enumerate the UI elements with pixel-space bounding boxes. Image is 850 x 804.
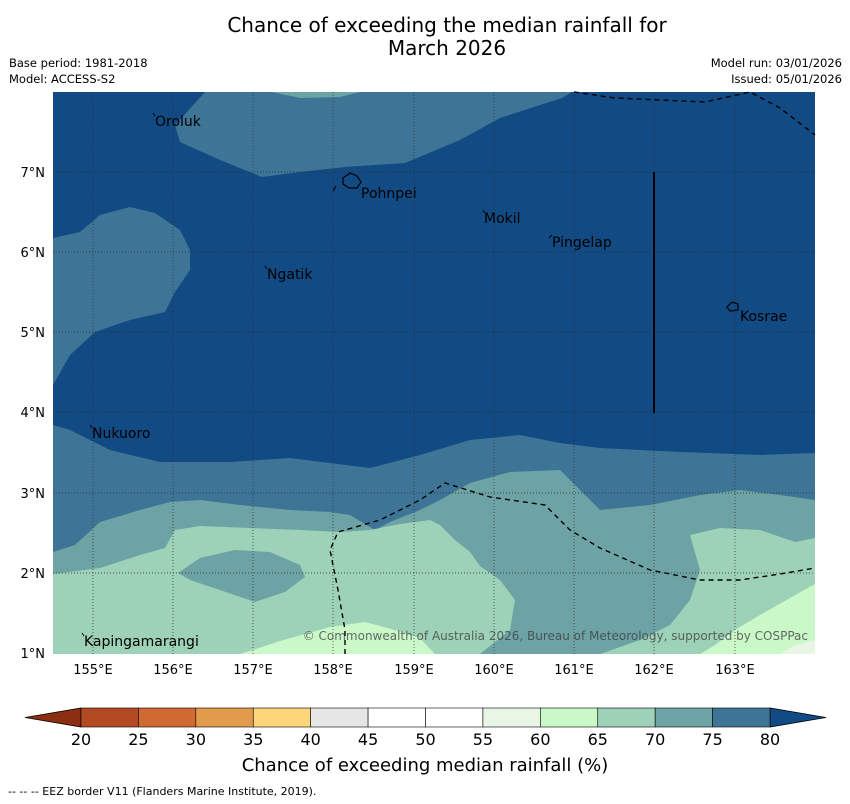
lon-label: 161°E [554,663,594,678]
colorbar-swatch [80,707,139,728]
place-label: Nukuoro [92,426,150,442]
lat-label: 3°N [21,487,46,502]
lat-label: 7°N [21,166,46,181]
place-label: Kosrae [740,309,787,325]
colorbar-swatch [252,707,311,728]
graticule [53,92,815,654]
pohnpei-islet-icon [332,185,337,192]
region-75-west [53,207,190,385]
lon-label: 159°E [394,663,434,678]
model-name: Model: ACCESS-S2 [9,72,116,86]
colorbar-swatch [597,707,656,728]
atoll-markers [81,112,553,637]
colorbar-tick-label: 60 [530,730,550,749]
run-info: Model run: 03/01/2026 Issued: 05/01/2026 [711,55,842,87]
lat-label: 2°N [21,567,46,582]
colorbar-tick-label: 80 [760,730,780,749]
region-75-north [175,92,572,177]
place-label: Ngatik [267,267,313,283]
place-label: Oroluk [155,114,202,130]
colorbar-tick-label: 45 [358,730,378,749]
colorbar-swatch [310,707,369,728]
lon-label: 156°E [153,663,193,678]
lon-label: 160°E [474,663,514,678]
colorbar-swatch [367,707,426,728]
colorbar-swatch [654,707,713,728]
colorbar-tick-label: 35 [243,730,263,749]
lat-label: 5°N [21,326,46,341]
colorbar-tick-label: 40 [300,730,320,749]
lat-label: 1°N [21,647,46,662]
colorbar-swatch [195,707,254,728]
colorbar-tick-label: 20 [71,730,91,749]
issued-date: Issued: 05/01/2026 [731,72,842,86]
colorbar-tick-label: 25 [128,730,148,749]
place-label: Kapingamarangi [84,634,199,650]
lat-label: 6°N [21,246,46,261]
region-60-east [700,584,815,654]
region-60 [240,622,435,654]
lon-label: 158°E [313,663,353,678]
base-period: Base period: 1981-2018 [9,56,148,70]
region-70-north [272,92,360,98]
model-run: Model run: 03/01/2026 [710,56,842,70]
colorbar-tick-label: 70 [645,730,665,749]
colorbar: 20 25 30 35 40 45 50 55 60 65 70 75 80 [24,707,827,749]
colorbar-swatch [138,707,197,728]
title-line-1: Chance of exceeding the median rainfall … [227,13,667,37]
eez-footnote: -- -- -- EEZ border V11 (Flanders Marine… [8,785,317,798]
lat-label: 4°N [21,406,46,421]
colorbar-swatch [540,707,599,728]
colorbar-low-extend [24,707,82,728]
colorbar-tick-label: 30 [186,730,206,749]
colorbar-tick-label: 65 [588,730,608,749]
map-title: Chance of exceeding the median rainfall … [0,14,850,60]
colorbar-swatch [482,707,541,728]
region-70-blob [178,550,305,602]
colorbar-tick-label: 55 [473,730,493,749]
place-label: Pohnpei [361,186,417,202]
pohnpei-island-icon [342,172,362,189]
colorbar-high-extend [769,707,827,728]
colorbar-tick-label: 75 [702,730,722,749]
place-label: Mokil [484,211,521,227]
eez-borders [329,91,816,654]
lon-label: 162°E [634,663,674,678]
lon-label: 157°E [233,663,273,678]
colorbar-swatch [425,707,484,728]
place-label: Pingelap [552,235,612,251]
kosrae-island-icon [726,301,739,312]
colorbar-swatch [712,707,771,728]
colorbar-tick-label: 50 [415,730,435,749]
colorbar-label: Chance of exceeding median rainfall (%) [241,755,609,776]
title-line-2: March 2026 [387,36,507,60]
lon-label: 155°E [73,663,113,678]
copyright: © Commonwealth of Australia 2026, Bureau… [303,629,808,643]
lon-label: 163°E [715,663,755,678]
contour-fields [53,92,815,654]
region-55-east [780,640,815,654]
model-info: Base period: 1981-2018 Model: ACCESS-S2 [9,55,148,87]
